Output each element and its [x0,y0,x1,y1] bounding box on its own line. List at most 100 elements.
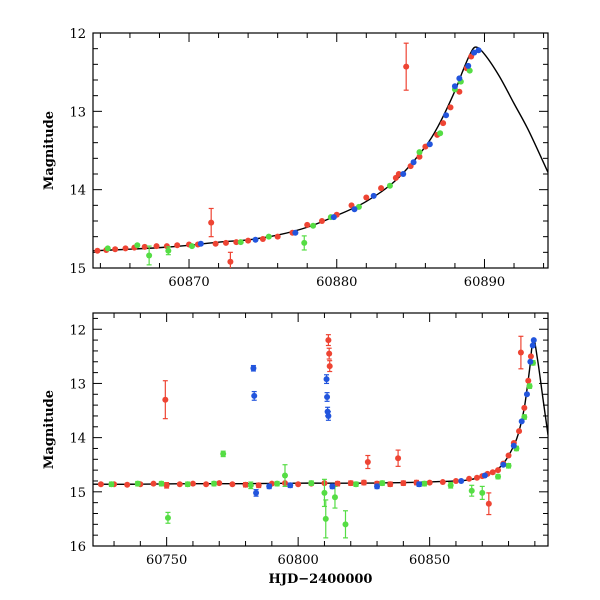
data-point-green [247,482,254,489]
data-point-green [210,480,217,487]
data-point-red [426,479,433,486]
data-point-green [134,242,141,249]
data-point-red [495,467,502,474]
data-point-red [416,153,423,160]
data-point-red [440,120,447,127]
data-point-red [505,452,512,459]
data-point-red [452,477,459,484]
data-point-red [150,480,157,487]
data-point-blue [518,418,525,425]
y-axis-title: Magnitude [42,111,57,190]
data-point-green [265,233,272,240]
data-point-blue [410,159,417,166]
data-point-green [466,67,473,74]
data-point-red [326,363,333,370]
data-point-red [304,221,311,228]
data-point-blue [351,206,358,213]
data-point-green [331,494,338,501]
data-point-green [342,521,349,528]
data-point-red [189,480,196,487]
y-tick-label: 16 [69,540,86,555]
data-point-green [479,489,486,496]
data-point-green [134,480,141,487]
data-point-red [516,428,523,435]
y-tick-label: 13 [69,377,86,392]
data-point-blue [465,62,472,69]
data-point-green [505,462,512,469]
y-tick-label: 13 [69,105,86,120]
data-point-blue [529,342,536,349]
data-point-red [363,194,370,201]
series-green [104,67,473,266]
data-point-green [468,487,475,494]
data-point-blue [330,214,337,221]
data-point-green [322,515,329,522]
series-red [97,334,534,516]
data-point-blue [523,391,530,398]
data-point-red [174,242,181,249]
data-point-red [227,258,234,265]
data-point-red [222,239,229,246]
data-point-red [378,185,385,192]
data-point-red [521,404,528,411]
data-point-red [176,481,183,488]
data-point-red [94,247,101,254]
data-point-green [164,514,171,521]
data-point-red [326,350,333,357]
data-point-green [353,481,360,488]
x-tick-label: 60850 [409,553,450,568]
data-point-green [146,252,153,259]
data-point-green [158,480,165,487]
data-point-red [153,243,160,250]
data-point-blue [458,477,465,484]
data-point-red [233,239,240,246]
data-point-red [347,480,354,487]
data-point-green [104,245,111,252]
plot-area [93,334,548,539]
data-point-red [295,481,302,488]
chart-panel-2: 60750 60800 60850 12 13 14 15 16 Magnitude HJD−24… [42,312,549,587]
data-point-green [310,222,317,229]
y-axis-title: Magnitude [42,390,57,469]
data-point-red [400,480,407,487]
data-point-red [447,104,454,111]
data-point-blue [292,229,299,236]
data-point-red [274,233,281,240]
data-point-blue [374,483,381,490]
data-point-green [220,450,227,457]
data-point-blue [456,75,463,82]
data-point-red [141,243,148,250]
data-point-blue [475,47,482,54]
series-blue [197,47,482,247]
y-tick-label: 14 [69,184,86,199]
data-point-green [301,239,308,246]
data-point-red [360,479,367,486]
x-tick-label: 60870 [168,275,209,290]
data-point-blue [197,240,204,247]
data-point-red [325,337,332,344]
data-point-blue [416,481,423,488]
data-point-red [525,377,532,384]
data-point-red [216,480,223,487]
data-point-red [403,63,410,70]
data-point-red [456,88,463,95]
data-point-green [495,473,502,480]
chart-panel-1: 60870 60880 60890 12 13 14 15 Magnitude [42,27,549,290]
x-tick-label: 60750 [146,553,187,568]
data-point-red [245,237,252,244]
y-tick-label: 12 [69,323,86,338]
data-point-red [162,396,169,403]
data-point-red [112,246,119,253]
data-point-blue [250,365,257,372]
data-point-red [318,218,325,224]
data-point-red [439,479,446,486]
data-point-blue [527,358,534,365]
data-point-blue [329,483,336,490]
data-point-green [165,247,172,254]
x-tick-label: 60890 [464,275,505,290]
data-point-blue [443,112,450,119]
data-point-green [274,480,281,487]
plot-frame [92,32,549,269]
plot-frame [92,312,549,547]
data-point-red [212,240,219,247]
